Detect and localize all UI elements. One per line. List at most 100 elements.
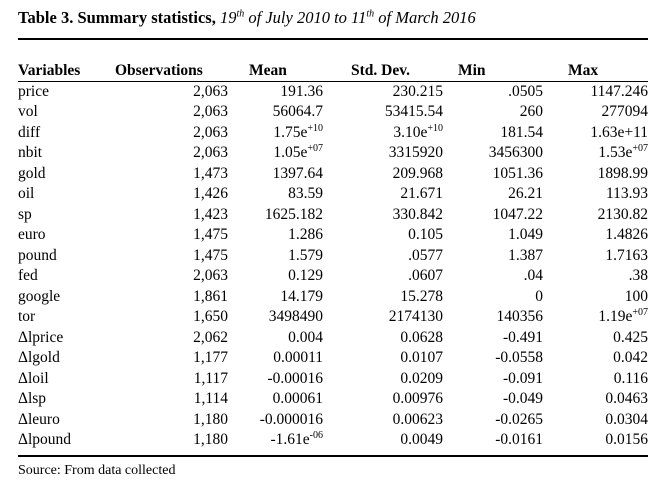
cell-observations-value: 1,177 [193,349,228,366]
cell-variable: pound [18,246,57,264]
cell-std-dev: .0607 [323,266,443,287]
cell-mean-value: 0.004 [288,328,323,346]
cell-std-dev: 0.105 [323,225,443,246]
cell-std-dev-value: 0.0107 [400,349,443,366]
header-mean: Mean [249,62,287,79]
cell-std-dev: 0.00623 [323,410,443,431]
cell-max: 0.042 [543,348,648,369]
cell-observations-value: 1,180 [193,431,228,448]
cell-max-value: 1147.246 [590,82,648,100]
cell-variable: oil [18,185,35,202]
summary-statistics-table: Variables Observations Mean Std. Dev. Mi… [18,61,648,451]
cell-max-value: 0.425 [613,328,648,346]
cell-max: 0.0463 [543,389,648,410]
cell-std-dev: 3.10e+10 [323,123,443,144]
cell-observations-value: 1,861 [193,287,228,305]
cell-mean: -0.000016 [228,410,323,431]
cell-max-value: 1.63e+11 [590,123,648,141]
cell-std-dev: 230.215 [323,82,443,103]
cell-std-dev-value: .0607 [408,267,443,284]
cell-std-dev: 0.0049 [323,430,443,451]
cell-min-value: 1.387 [508,246,543,264]
cell-mean: 1.579 [228,246,323,267]
cell-mean-value: 14.179 [280,287,323,305]
table-row: price 2,063 191.36 230.215 .0505 1147.246 [18,82,648,103]
cell-max: 0.116 [543,369,648,390]
cell-mean: 191.36 [228,82,323,103]
cell-max: 0.425 [543,328,648,349]
cell-std-dev: 15.278 [323,287,443,308]
cell-mean: 0.129 [228,266,323,287]
cell-min: -0.0161 [443,430,543,451]
cell-std-dev: 330.842 [323,205,443,226]
cell-min: 0 [443,287,543,308]
cell-mean-value: 191.36 [280,82,323,100]
cell-min: .0505 [443,82,543,103]
table-source-note: Source: From data collected [18,463,176,478]
cell-std-dev-value: 15.278 [400,287,443,305]
cell-variable: sp [18,205,32,223]
cell-min: 3456300 [443,143,543,164]
cell-observations: 1,114 [113,389,228,410]
table-row: Δleuro 1,180 -0.000016 0.00623 -0.0265 0.0304 [18,410,648,431]
cell-mean-value: -0.00016 [267,369,323,387]
cell-mean: 1625.182 [228,205,323,226]
cell-max: 1.7163 [543,246,648,267]
bottom-rule [18,455,648,457]
cell-min-value: 140356 [496,308,544,325]
cell-std-dev-value: 330.842 [392,205,443,223]
cell-std-dev-value: 0.00623 [392,410,443,428]
cell-max-value: 0.0304 [605,410,648,428]
cell-std-dev: 53415.54 [323,102,443,123]
cell-observations: 2,063 [113,123,228,144]
cell-variable: tor [18,308,36,325]
table-caption: Table 3. Summary statistics, 19th of Jul… [18,8,476,28]
cell-mean: 3498490 [228,307,323,328]
cell-min-value: 181.54 [500,123,543,141]
cell-variable: Δleuro [18,410,60,428]
cell-min-value: 1051.36 [492,164,543,182]
cell-max-value: 277094 [601,103,649,120]
cell-mean: 0.00061 [228,389,323,410]
cell-min: -0.0265 [443,410,543,431]
cell-max-value: 1.7163 [605,246,648,264]
period-start-day: 19 [219,8,237,27]
cell-observations: 1,475 [113,246,228,267]
period-start-suffix: th [236,8,245,20]
cell-variable: google [18,287,61,305]
table-row: Δloil 1,117 -0.00016 0.0209 -0.091 0.116 [18,369,648,390]
header-observations: Observations [115,62,203,79]
cell-min: 181.54 [443,123,543,144]
cell-mean: 83.59 [228,184,323,205]
cell-max: 113.93 [543,184,648,205]
cell-min-value: 1047.22 [492,205,543,223]
cell-variable: vol [18,103,38,120]
cell-mean-value: 1625.182 [264,205,323,223]
cell-min: -0.049 [443,389,543,410]
cell-observations-value: 1,426 [193,185,228,202]
caption-label: Table 3. Summary statistics, [18,8,216,27]
cell-max: 1.4826 [543,225,648,246]
cell-mean: 1.05e+07 [228,143,323,164]
cell-observations: 2,063 [113,102,228,123]
cell-mean-value: -1.61e [270,431,310,448]
cell-max-value: 1.19e [598,308,633,325]
cell-max: 1898.99 [543,164,648,185]
cell-max-exponent: +07 [632,306,648,318]
table-row: vol 2,063 56064.7 53415.54 260 277094 [18,102,648,123]
cell-mean-exponent: -06 [309,429,323,441]
cell-std-dev-value: 0.0628 [400,328,443,346]
table-row: Δlsp 1,114 0.00061 0.00976 -0.049 0.0463 [18,389,648,410]
cell-max-value: 113.93 [605,185,648,202]
table-row: nbit 2,063 1.05e+07 3315920 3456300 1.53e+07 [18,143,648,164]
cell-max: .38 [543,266,648,287]
cell-max: 1.19e+07 [543,307,648,328]
cell-min-value: -0.091 [502,369,543,387]
cell-observations-value: 2,063 [193,144,228,161]
cell-variable: euro [18,226,46,243]
cell-mean: 14.179 [228,287,323,308]
cell-std-dev-value: 3315920 [388,144,443,161]
cell-max-value: 0.0156 [605,431,648,448]
cell-mean-exponent: +10 [307,122,323,134]
table-row: Δlgold 1,177 0.00011 0.0107 -0.0558 0.042 [18,348,648,369]
